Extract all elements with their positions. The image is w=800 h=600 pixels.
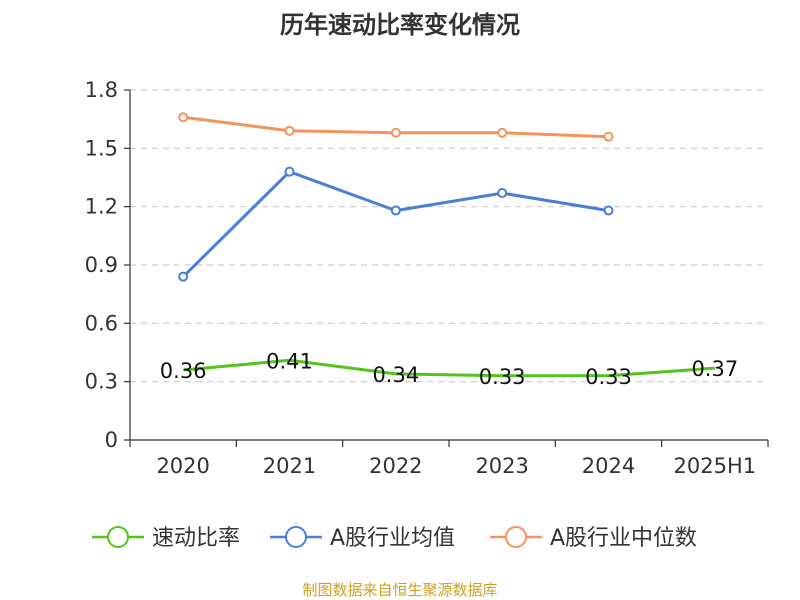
x-tick-label: 2020: [156, 454, 209, 478]
series-point: [178, 112, 189, 123]
y-tick-label: 0: [105, 428, 118, 452]
legend-item[interactable]: 速动比率: [92, 526, 240, 551]
y-tick-label: 0.3: [85, 370, 118, 394]
data-label: 0.36: [160, 359, 207, 383]
series-point: [390, 205, 401, 216]
legend-marker: [107, 526, 129, 548]
series-point: [603, 205, 614, 216]
y-tick-label: 1.2: [85, 195, 118, 219]
data-label: 0.33: [585, 365, 632, 389]
series-point: [390, 127, 401, 138]
x-tick-label: 2022: [369, 454, 422, 478]
chart-title: 历年速动比率变化情况: [280, 11, 520, 39]
legend-label: A股行业中位数: [550, 526, 697, 551]
series-point: [497, 188, 508, 199]
legend-marker: [285, 526, 307, 548]
y-tick-label: 1.5: [85, 136, 118, 160]
x-tick-label: 2024: [582, 454, 635, 478]
data-label: 0.37: [691, 357, 738, 381]
legend-label: A股行业均值: [330, 526, 455, 551]
data-labels: 0.36 0.41 0.34 0.33 0.33 0.37: [160, 349, 738, 389]
x-tick-label: 2021: [263, 454, 316, 478]
grid: [130, 89, 768, 383]
source-note: 制图数据来自恒生聚源数据库: [302, 581, 497, 599]
legend-label: 速动比率: [152, 526, 240, 551]
x-tick-label: 2023: [475, 454, 528, 478]
data-label: 0.34: [372, 363, 419, 387]
y-tick-label: 1.8: [85, 78, 118, 102]
series-point: [284, 125, 295, 136]
y-tick-label: 0.6: [85, 311, 118, 335]
series-group: [178, 112, 715, 378]
legend-marker: [505, 526, 527, 548]
series-point: [497, 127, 508, 138]
x-tick-label: 2025H1: [674, 454, 757, 478]
data-label: 0.33: [479, 365, 526, 389]
series-line: [183, 358, 715, 378]
y-tick-label: 0.9: [85, 253, 118, 277]
series-point: [603, 131, 614, 142]
legend-item[interactable]: A股行业中位数: [490, 526, 697, 551]
legend[interactable]: 速动比率 A股行业均值 A股行业中位数: [92, 526, 697, 551]
series-point: [178, 271, 189, 282]
data-label: 0.41: [266, 349, 313, 373]
series-line: [182, 170, 609, 278]
legend-item[interactable]: A股行业均值: [270, 526, 455, 551]
axes: 0 0.3 0.6 0.9 1.2 1.5 1.8 2020 2021 2022 2023 2024 2…: [85, 78, 769, 478]
series-point: [284, 166, 295, 177]
